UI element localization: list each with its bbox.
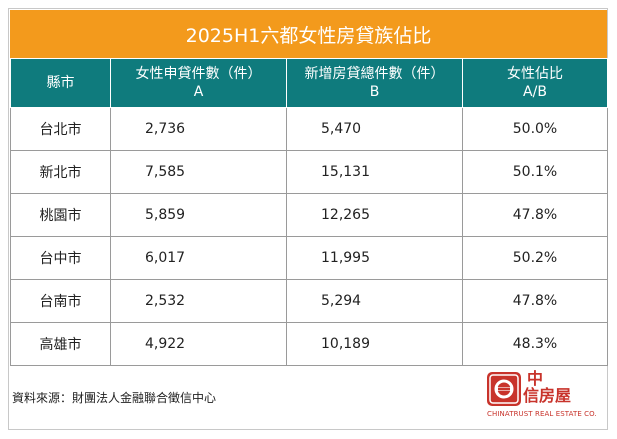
- cell-female-count: 5,859: [110, 193, 287, 237]
- cell-female-ratio: 50.2%: [462, 236, 608, 280]
- table-row: 台中市 6,017 11,995 50.2%: [10, 236, 608, 280]
- header-total-count: 新增房貸總件數（件） B: [286, 58, 463, 108]
- table-title: 2025H1六都女性房貸族佔比: [10, 10, 607, 58]
- cell-female-ratio: 47.8%: [462, 279, 608, 323]
- cell-female-count: 2,532: [110, 279, 287, 323]
- cell-female-ratio: 50.1%: [462, 150, 608, 194]
- header-city: 縣市: [10, 58, 111, 108]
- table-frame: [8, 8, 608, 430]
- header-row: 縣市 女性申貸件數（件） A 新增房貸總件數（件） B 女性佔比 A/B: [10, 58, 608, 108]
- cell-city: 台南市: [10, 279, 111, 323]
- cell-female-count: 7,585: [110, 150, 287, 194]
- cell-female-count: 2,736: [110, 107, 287, 151]
- cell-total-count: 11,995: [286, 236, 463, 280]
- data-table: 縣市 女性申貸件數（件） A 新增房貸總件數（件） B 女性佔比 A/B 台北市 2,7…: [10, 58, 608, 366]
- cell-female-ratio: 48.3%: [462, 322, 608, 366]
- cell-city: 台北市: [10, 107, 111, 151]
- chinatrust-logo-icon: [487, 372, 521, 406]
- cell-total-count: 5,294: [286, 279, 463, 323]
- cell-city: 台中市: [10, 236, 111, 280]
- table-row: 台北市 2,736 5,470 50.0%: [10, 107, 608, 151]
- header-female-count: 女性申貸件數（件） A: [110, 58, 287, 108]
- cell-total-count: 5,470: [286, 107, 463, 151]
- logo-chinese-name: 中 信房屋: [523, 369, 572, 405]
- cell-total-count: 12,265: [286, 193, 463, 237]
- chinatrust-logo: 中 信房屋 CHINATRUST REAL ESTATE CO.: [487, 369, 597, 422]
- logo-english-name: CHINATRUST REAL ESTATE CO.: [487, 410, 597, 418]
- cell-female-count: 6,017: [110, 236, 287, 280]
- cell-total-count: 15,131: [286, 150, 463, 194]
- source-note: 資料來源：財團法人金融聯合徵信中心: [12, 391, 217, 405]
- cell-total-count: 10,189: [286, 322, 463, 366]
- cell-city: 新北市: [10, 150, 111, 194]
- header-female-ratio: 女性佔比 A/B: [462, 58, 608, 108]
- cell-city: 高雄市: [10, 322, 111, 366]
- table-row: 台南市 2,532 5,294 47.8%: [10, 279, 608, 323]
- cell-female-count: 4,922: [110, 322, 287, 366]
- title-text: 2025H1六都女性房貸族佔比: [185, 24, 432, 47]
- table-row: 桃園市 5,859 12,265 47.8%: [10, 193, 608, 237]
- cell-female-ratio: 50.0%: [462, 107, 608, 151]
- table-row: 新北市 7,585 15,131 50.1%: [10, 150, 608, 194]
- cell-city: 桃園市: [10, 193, 111, 237]
- cell-female-ratio: 47.8%: [462, 193, 608, 237]
- table-row: 高雄市 4,922 10,189 48.3%: [10, 322, 608, 366]
